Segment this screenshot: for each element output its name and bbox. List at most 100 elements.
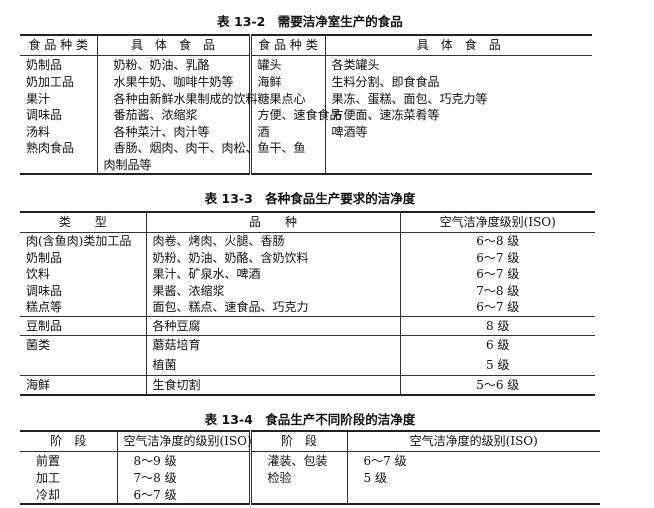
table-row: 加工 7～8 级检验 5 级 [20,470,600,487]
table-cell [248,140,325,157]
table-cell: 果酱、浓缩浆 [145,282,400,299]
table-cell: 奶粉、奶油、奶酪、含奶饮料 [145,249,400,266]
table-cell: 海鲜 [20,374,146,395]
table-row: 熟肉食品 香肠、烟肉、肉干、肉松、鱼干、鱼 [20,140,592,157]
table-13-4: 阶 段 空气洁净度的级别(ISO) 阶 段 空气洁净度的级别(ISO) 前置 8～… [20,430,600,505]
table-cell: 奶制品 [26,250,63,265]
header-row: 食 品 种 类 具 体 食 品 食 品 种 类 具 体 食 品 [20,35,592,56]
table-cell: 5 级 [346,470,600,487]
table-cell: 6～7 级 [399,266,595,283]
table-row: 奶制品 奶粉、奶油、奶酪、含奶饮料 6～7 级 [20,249,595,266]
table-cell: 各种豆腐 [145,315,400,335]
table-row: 菌类 蘑菇培育 6 级 [20,334,595,355]
table-cell: 番茄酱、浓缩浆 [96,107,250,124]
table-13-3: 类 型 品 种 空气洁净度级别(ISO) 肉(含鱼肉)类加工品 肉卷、烤肉、火腿、… [20,211,595,396]
table-cell: 肉(含鱼肉)类加工品 [26,234,132,248]
table-cell: 7～8 级 [116,470,250,487]
header-cell: 空气洁净度的级别(ISO) [346,431,600,452]
header-cell: 空气洁净度的级别(ISO) [116,431,252,452]
table-cell: 各类罐头 [324,55,592,74]
table-cell: 肉制品等 [96,156,250,174]
table-cell: 奶加工品 [26,75,75,89]
table-row: 豆制品 各种豆腐 8 级 [20,315,595,335]
table-cell: 海鲜 [248,74,325,91]
header-cell: 具 体 食 品 [324,35,592,56]
table-cell: 蘑菇培育 [145,334,400,355]
header-cell: 阶 段 [248,431,347,452]
table-cell: 菌类 [20,334,146,355]
table-row: 肉制品等 [20,156,592,175]
table-cell: 5～6 级 [399,374,595,395]
table-13-4-title: 表 13-4 食品生产不同阶段的洁净度 [204,412,416,427]
table-row: 调味品 果酱、浓缩浆 7～8 级 [20,282,595,299]
table-cell: 酒 [248,123,325,140]
table-cell: 8 级 [399,315,595,335]
table-cell: 检验 [248,470,347,487]
table-cell: 加工 [36,471,61,485]
header-cell: 阶 段 [20,431,117,452]
table-cell: 前置 [36,454,61,468]
table-cell: 6～7 级 [399,249,595,266]
table-cell: 糖果点心 [248,90,325,107]
table-cell: 方便、速食食品 [248,107,342,124]
table-cell: 香肠、烟肉、肉干、肉松、鱼干、鱼 [96,140,306,157]
table-cell [324,156,592,174]
header-row: 类 型 品 种 空气洁净度级别(ISO) [20,212,595,233]
table-13-2: 食 品 种 类 具 体 食 品 食 品 种 类 具 体 食 品 奶制品 奶粉、奶油… [20,34,592,175]
table-cell: 7～8 级 [399,282,595,299]
header-cell: 空气洁净度级别(ISO) [399,212,595,233]
table-cell [324,140,592,157]
table-13-3-title: 表 13-3 各种食品生产要求的洁净度 [204,191,416,206]
table-cell [346,486,600,504]
table-cell: 果冻、蛋糕、面包、巧克力等 [324,90,592,107]
table-13-2-title: 表 13-2 需要洁净室生产的食品 [217,14,403,29]
table-cell: 6～7 级 [116,486,250,504]
table-cell [248,486,347,504]
table-cell: 调味品 [26,283,63,298]
header-cell: 食 品 种 类 [248,35,325,56]
table-cell: 冷却 [36,487,61,502]
table-cell: 5 级 [399,354,595,375]
table-cell: 果汁 [26,91,51,106]
table-row: 糕点等 面包、糕点、速食品、巧克力 6～7 级 [20,299,595,316]
table-cell: 果汁、矿泉水、啤酒 [145,266,400,283]
table-cell: 肉卷、烤肉、火腿、香肠 [145,232,400,250]
table-row: 调味品 番茄酱、浓缩浆 方便、速食食品 方便面、速冻菜肴等 [20,107,592,124]
table-cell: 8～9 级 [116,451,250,470]
table-cell: 调味品 [26,108,63,122]
table-cell: 生料分割、即食食品 [324,74,592,91]
table-cell: 生食切割 [145,374,400,395]
table-cell: 植菌 [145,354,400,375]
header-cell: 品 种 [145,212,400,233]
table-cell: 熟肉食品 [26,141,75,155]
table-cell: 各种由新鲜水果制成的饮料 [96,90,258,107]
table-row: 汤料 各种菜汁、肉汁等酒啤酒等 [20,123,592,140]
header-cell: 食 品 种 类 [20,35,97,56]
table-cell: 糕点等 [26,300,63,314]
table-cell: 罐头 [248,55,325,74]
table-cell: 各种菜汁、肉汁等 [96,123,250,140]
table-cell: 6～7 级 [399,299,595,316]
table-cell: 奶粉、奶油、乳酪 [96,55,250,74]
header-cell: 类 型 [20,212,146,233]
table-row: 海鲜 生食切割 5～6 级 [20,374,595,395]
table-cell: 方便面、速冻菜肴等 [324,107,592,124]
table-row: 植菌 5 级 [20,354,595,376]
table-cell: 水果牛奶、咖啡牛奶等 [96,74,250,91]
table-cell: 汤料 [26,124,51,139]
table-row: 饮料 果汁、矿泉水、啤酒 6～7 级 [20,266,595,283]
table-cell [20,157,97,175]
table-cell: 6 级 [399,334,595,355]
table-row: 果汁 各种由新鲜水果制成的饮料 糖果点心 果冻、蛋糕、面包、巧克力等 [20,90,592,107]
table-row: 肉(含鱼肉)类加工品 肉卷、烤肉、火腿、香肠 6～8 级 [20,232,595,250]
table-row: 冷却 6～7 级 [20,486,600,504]
table-row: 前置 8～9 级灌装、包装 6～7 级 [20,451,600,470]
table-cell: 豆制品 [20,315,146,335]
table-row: 奶制品 奶粉、奶油、乳酪 罐头 各类罐头 [20,55,592,74]
table-cell: 面包、糕点、速食品、巧克力 [145,299,400,316]
table-cell: 6～8 级 [399,232,595,250]
table-row: 奶加工品 水果牛奶、咖啡牛奶等 海鲜 生料分割、即食食品 [20,74,592,91]
table-cell: 饮料 [26,267,51,281]
table-cell [20,355,146,376]
header-cell: 具 体 食 品 [96,35,250,56]
